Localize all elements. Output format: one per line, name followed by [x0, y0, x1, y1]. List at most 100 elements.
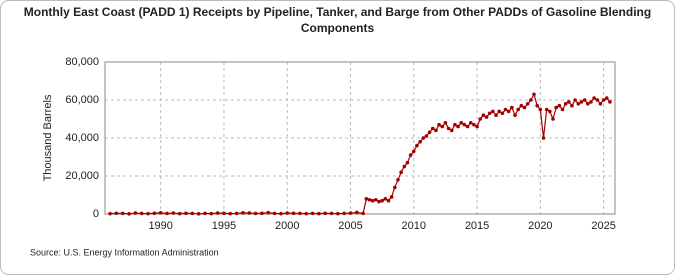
point: [165, 211, 169, 216]
point: [468, 121, 473, 125]
x-tick-label: 2005: [338, 220, 362, 232]
point: [608, 100, 612, 104]
y-tick-label: 80,000: [65, 56, 99, 68]
point: [453, 122, 457, 127]
point: [522, 105, 527, 110]
point: [475, 124, 479, 129]
point: [389, 195, 394, 199]
point: [548, 109, 552, 114]
point: [430, 126, 435, 131]
point: [285, 211, 290, 215]
point: [513, 113, 517, 117]
point: [589, 100, 593, 104]
x-tick-label: 1995: [212, 220, 236, 232]
point: [393, 185, 397, 190]
point: [601, 98, 606, 102]
point: [203, 211, 207, 216]
point: [120, 211, 125, 216]
point: [519, 103, 524, 108]
point: [503, 107, 508, 112]
point: [563, 102, 568, 106]
point: [570, 103, 574, 108]
point: [310, 211, 315, 216]
point: [411, 149, 416, 154]
point: [177, 211, 182, 216]
point: [152, 211, 157, 216]
point: [585, 102, 590, 106]
point: [437, 122, 441, 127]
point: [576, 102, 581, 106]
point: [377, 199, 381, 204]
point: [266, 210, 271, 215]
point: [462, 122, 467, 127]
point: [158, 211, 163, 215]
point: [516, 107, 520, 112]
point: [323, 211, 327, 216]
point: [418, 140, 422, 144]
x-tick-label: 1990: [148, 220, 172, 232]
y-tick-label: 0: [93, 208, 99, 220]
point: [427, 130, 432, 135]
point: [380, 198, 384, 203]
point: [146, 211, 150, 216]
point: [355, 210, 359, 215]
point: [465, 124, 470, 129]
point: [291, 211, 296, 216]
point: [443, 121, 448, 125]
point: [579, 100, 584, 104]
point: [408, 153, 413, 157]
x-tick-label: 2010: [402, 220, 426, 232]
point: [484, 115, 489, 119]
chart-title: Monthly East Coast (PADD 1) Receipts by …: [23, 5, 652, 35]
point: [374, 197, 378, 202]
y-tick-label: 60,000: [65, 94, 99, 106]
point: [544, 107, 549, 112]
point: [446, 126, 451, 131]
point: [415, 143, 419, 148]
point: [190, 211, 195, 216]
point: [525, 102, 530, 106]
point: [304, 211, 309, 216]
point: [582, 98, 587, 102]
point: [127, 212, 131, 216]
point: [396, 178, 400, 182]
point: [386, 198, 391, 203]
point: [247, 211, 252, 215]
point: [241, 211, 245, 215]
point: [541, 136, 546, 140]
point: [598, 102, 603, 106]
point: [459, 121, 464, 125]
point: [361, 211, 365, 216]
point: [557, 103, 562, 108]
point: [567, 100, 571, 104]
point: [592, 96, 596, 100]
x-tick-label: 2015: [465, 220, 489, 232]
point: [405, 160, 410, 165]
y-tick-label: 20,000: [65, 170, 99, 182]
point: [260, 211, 264, 216]
point: [370, 198, 375, 203]
point: [487, 111, 492, 116]
point: [272, 211, 277, 216]
point: [421, 136, 426, 140]
point: [506, 109, 511, 114]
point: [554, 105, 558, 110]
point: [383, 197, 388, 201]
point: [434, 128, 438, 133]
x-tick-label: 2025: [591, 220, 615, 232]
point: [595, 98, 600, 102]
plot-border: [104, 61, 616, 215]
source: Source: U.S. Energy Information Administ…: [30, 247, 219, 257]
point: [114, 211, 119, 216]
point: [478, 117, 483, 121]
point: [108, 211, 112, 216]
point: [139, 211, 144, 216]
point: [348, 211, 353, 215]
point: [329, 211, 334, 216]
point: [317, 211, 321, 216]
point: [510, 105, 514, 110]
point: [399, 170, 403, 174]
point: [133, 211, 138, 215]
point: [494, 113, 498, 117]
